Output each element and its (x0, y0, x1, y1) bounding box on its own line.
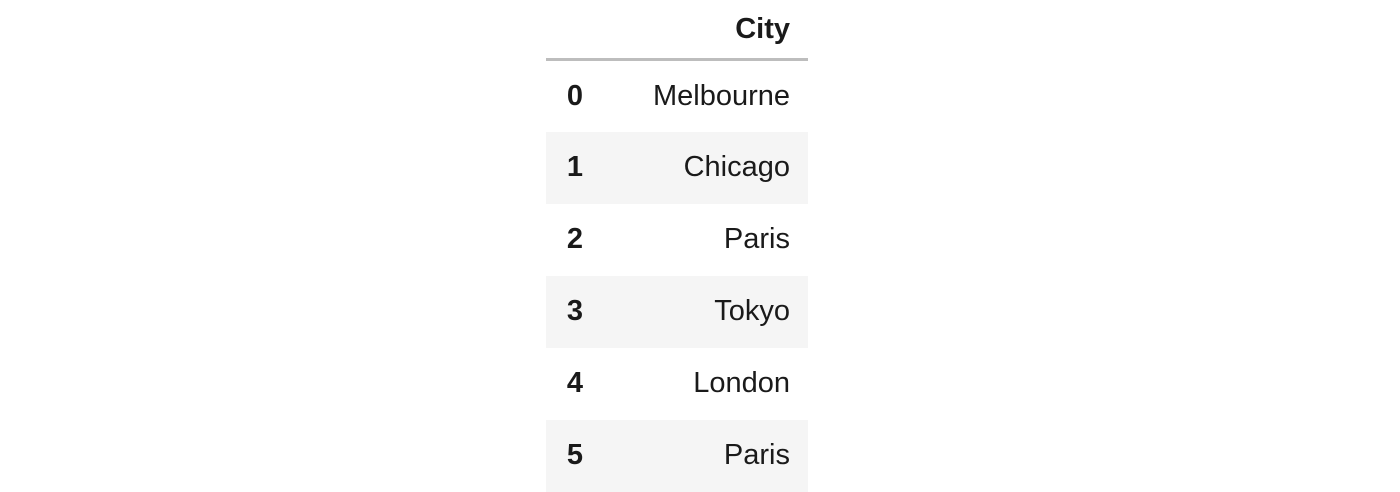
table-row: 3 Tokyo (546, 275, 808, 348)
row-index: 4 (566, 367, 584, 399)
cell-city: Tokyo (714, 295, 790, 327)
cell-city: Melbourne (652, 79, 790, 112)
table-row: 2 Paris (546, 204, 808, 276)
row-index: 2 (566, 223, 584, 255)
table-row: 1 Chicago (546, 131, 808, 204)
table-row: 5 Paris (546, 419, 808, 492)
table-row: 4 London (546, 348, 808, 420)
cell-city: London (693, 367, 790, 399)
cell-city: Paris (723, 439, 790, 471)
cell-city: Paris (723, 223, 790, 255)
row-index: 0 (566, 79, 584, 112)
dataframe-output: City 0 Melbourne 1 Chicago 2 Paris 3 Tok… (546, 0, 808, 492)
dataframe-table: City 0 Melbourne 1 Chicago 2 Paris 3 Tok… (546, 0, 808, 492)
table-body: 0 Melbourne 1 Chicago 2 Paris 3 Tokyo 4 … (546, 60, 808, 492)
header-row: City (546, 0, 808, 61)
cell-city: Chicago (683, 151, 790, 183)
table-header: City (546, 0, 808, 61)
column-header-city: City (604, 0, 808, 61)
row-index: 3 (566, 295, 584, 327)
table-row: 0 Melbourne (546, 60, 808, 132)
row-index: 1 (566, 151, 584, 183)
row-index: 5 (566, 439, 584, 471)
index-header-cell (546, 0, 604, 61)
